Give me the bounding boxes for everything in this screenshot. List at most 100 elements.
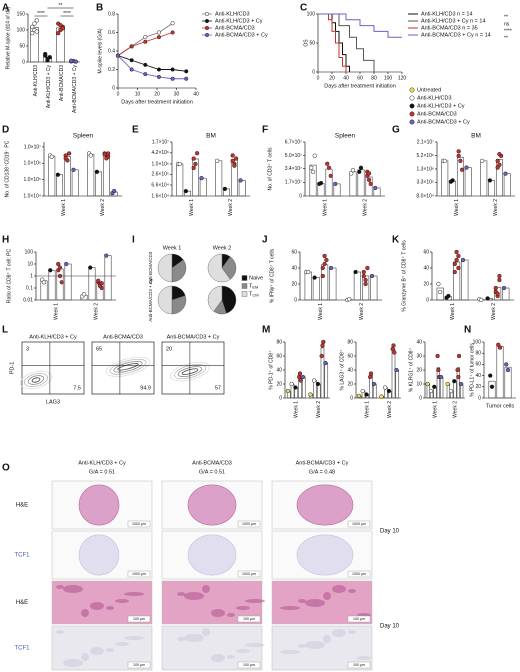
tissue-structure (323, 635, 331, 643)
data-point (445, 381, 450, 387)
y-tick-label: 0 (279, 395, 282, 401)
pie-slice (157, 253, 173, 283)
data-point (105, 151, 111, 156)
data-point (191, 156, 196, 161)
y-tick-label: 0.8 (108, 11, 115, 17)
data-point (143, 62, 148, 67)
data-point (191, 165, 196, 171)
data-point (300, 374, 306, 380)
scale-bar-label: 1000 μm (242, 572, 256, 576)
y-tick-label: 20 (347, 381, 353, 387)
significance-label: ns (504, 21, 510, 27)
quadrant-value: 3 (26, 346, 29, 352)
group-label: Anti-BCMA/CD3 + Cy (72, 65, 78, 113)
density-contour (23, 373, 49, 387)
scale-bar-label: 1000 μm (132, 522, 146, 526)
tissue-section (78, 484, 120, 526)
density-contour (113, 360, 143, 373)
scale-bar-label: 100 μm (353, 663, 365, 667)
data-point (479, 158, 485, 164)
y-tick-label: 0.01 (23, 297, 33, 303)
chart-title: BM (206, 133, 216, 140)
legend-marker (409, 95, 415, 101)
scale-bar-box (127, 570, 151, 578)
data-point (366, 177, 372, 183)
quadrant-value: 57 (215, 385, 221, 391)
data-point (129, 67, 134, 72)
data-point (358, 165, 364, 170)
significance-label: ** (504, 35, 508, 41)
data-point (232, 163, 237, 168)
legend-label: Anti-KLH/CD3 (417, 95, 452, 101)
data-point (493, 285, 498, 291)
data-point (170, 21, 175, 26)
legend-label: Anti-BCMA/CD3 n = 35 (421, 25, 478, 31)
data-point (361, 269, 366, 275)
group-label: Week 1 (450, 303, 456, 320)
data-point (479, 297, 484, 303)
data-point (88, 265, 93, 270)
data-point (47, 55, 52, 60)
mean-bar (64, 263, 72, 301)
data-point (435, 353, 440, 359)
panel-letter: J (262, 235, 268, 246)
legend-label: Anti-BCMA/CD3 (417, 111, 457, 117)
tissue-structure (332, 585, 346, 593)
group-label: Week 1 (294, 401, 300, 418)
mean-bar (329, 267, 337, 301)
tissue-structure (202, 628, 210, 636)
tissue-structure (124, 592, 144, 596)
data-point (436, 367, 441, 373)
legend-marker (409, 119, 415, 125)
quadrant-value: 20 (166, 346, 172, 352)
significance-label: ** (504, 14, 508, 20)
y-tick-label: 1.0×10⁴ (23, 193, 41, 199)
x-tick-label: 60 (357, 75, 363, 81)
data-point (497, 277, 502, 283)
y-tick-label: 0.4 (108, 48, 115, 54)
data-point (306, 269, 311, 275)
y-axis-label: % PD-1⁺ of CD8⁺ (268, 350, 274, 390)
y-tick-label: 1.7×10⁷ (285, 180, 302, 186)
data-point (30, 31, 35, 36)
legend-marker (409, 111, 415, 117)
data-point (55, 172, 61, 177)
data-point (315, 381, 321, 387)
data-point (459, 167, 465, 172)
y-tick-label: 60 (291, 249, 297, 255)
tissue-structure (227, 613, 235, 617)
data-point (436, 281, 441, 287)
mean-bar (102, 154, 110, 197)
mean-bar (199, 177, 207, 197)
data-point (347, 297, 352, 302)
legend-marker (204, 25, 210, 31)
data-point (495, 291, 500, 296)
flow-plot-frame (21, 341, 85, 395)
data-point (363, 281, 368, 287)
legend-label: Untreated (417, 87, 441, 93)
data-point (497, 273, 502, 279)
tissue-structure (245, 599, 265, 603)
y-tick-label: 1 (30, 273, 33, 279)
data-point (69, 58, 74, 63)
pie-slice (221, 285, 237, 314)
legend-marker (204, 32, 210, 38)
y-tick-label: 3.4×10⁷ (285, 166, 302, 172)
scale-bar-label: 1000 μm (352, 522, 366, 526)
y-axis-label: % IFNγ⁺ of CD8⁺ T cells (269, 248, 275, 303)
mean-bar (391, 348, 396, 399)
tissue-structure (305, 599, 325, 607)
data-point (361, 273, 366, 279)
density-contour (117, 363, 139, 371)
column-subtitle: G/A = 0.51 (89, 469, 115, 475)
data-point (319, 353, 324, 359)
data-point (297, 374, 302, 380)
tissue-structure (280, 650, 300, 654)
tissue-structure (298, 644, 306, 648)
x-tick-label: 0 (117, 91, 120, 97)
legend-marker (204, 18, 210, 24)
data-point (324, 257, 329, 263)
scale-bar-box (237, 615, 261, 623)
mean-bar (488, 380, 496, 399)
